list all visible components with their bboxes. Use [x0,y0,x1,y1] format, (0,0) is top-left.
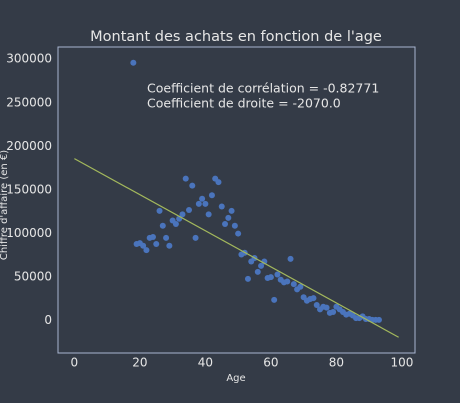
point [163,234,170,241]
point [143,247,150,254]
point [205,211,212,218]
x-tick-label: 40 [198,356,213,370]
y-tick-label: 250000 [6,95,52,109]
point [267,274,274,281]
point [228,207,235,214]
point [222,220,229,227]
chart-title: Montant des achats en fonction de l'age [90,29,382,45]
point [313,302,320,309]
point [166,242,173,249]
point [258,262,265,269]
y-axis-label: Chiffre d'affaire (en €) [0,150,10,260]
point [235,230,242,237]
x-tick-label: 0 [71,356,79,370]
x-tick-label: 20 [132,356,147,370]
point [186,207,193,214]
point [179,211,186,218]
point [254,268,261,275]
point [290,281,297,288]
point [199,195,206,202]
point [225,214,232,221]
regression-line [74,158,399,338]
point [182,175,189,182]
y-tick-label: 300000 [6,52,52,66]
point [172,220,179,227]
x-axis-label: Age [226,373,245,384]
y-tick-label: 0 [44,313,52,327]
point [195,200,202,207]
point [330,309,337,316]
x-tick-label: 60 [263,356,278,370]
point [287,255,294,262]
y-tick-label: 50000 [14,270,52,284]
point [189,182,196,189]
point [215,179,222,186]
point [156,207,163,214]
point [192,234,199,241]
y-tick-label: 100000 [6,226,52,240]
annotation: Coefficient de corrélation = -0.82771 [147,81,379,96]
point [244,275,251,282]
point [323,304,330,311]
y-tick-label: 200000 [6,139,52,153]
point [271,296,278,303]
point [284,278,291,285]
x-tick-label: 100 [390,356,413,370]
point [153,241,160,248]
point [310,295,317,302]
point [297,283,304,290]
point [218,203,225,210]
plot-frame [57,46,416,354]
point [202,200,209,207]
point [159,222,166,229]
x-tick-label: 80 [329,356,344,370]
point [140,242,147,249]
point [375,316,382,323]
point [274,271,281,278]
point [130,59,137,66]
point [149,234,156,241]
point [208,192,215,199]
annotation: Coefficient de droite = -2070.0 [147,96,341,111]
point [231,222,238,229]
y-tick-label: 150000 [6,182,52,196]
